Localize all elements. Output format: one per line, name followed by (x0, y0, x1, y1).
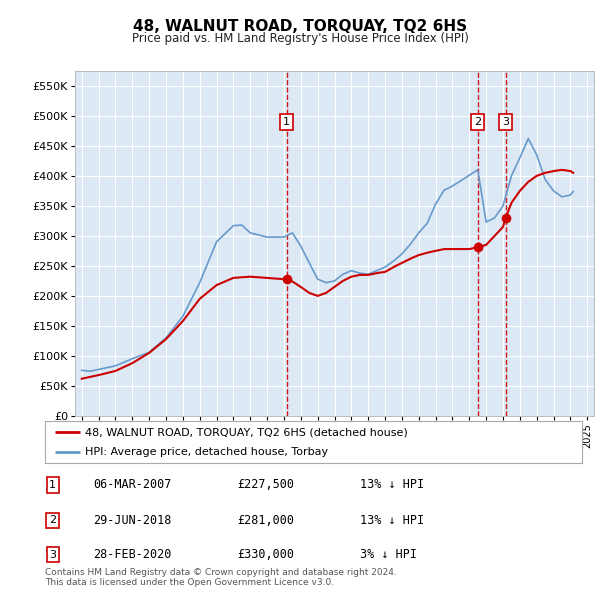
Text: 28-FEB-2020: 28-FEB-2020 (93, 548, 172, 561)
Text: £227,500: £227,500 (237, 478, 294, 491)
Text: 06-MAR-2007: 06-MAR-2007 (93, 478, 172, 491)
Text: 3% ↓ HPI: 3% ↓ HPI (360, 548, 417, 561)
Text: 2: 2 (474, 117, 481, 127)
Text: 1: 1 (283, 117, 290, 127)
Text: £281,000: £281,000 (237, 514, 294, 527)
Text: HPI: Average price, detached house, Torbay: HPI: Average price, detached house, Torb… (85, 447, 328, 457)
Text: 3: 3 (502, 117, 509, 127)
Text: 2: 2 (49, 516, 56, 525)
Text: 13% ↓ HPI: 13% ↓ HPI (360, 514, 424, 527)
Text: £330,000: £330,000 (237, 548, 294, 561)
Text: Price paid vs. HM Land Registry's House Price Index (HPI): Price paid vs. HM Land Registry's House … (131, 32, 469, 45)
Text: Contains HM Land Registry data © Crown copyright and database right 2024.
This d: Contains HM Land Registry data © Crown c… (45, 568, 397, 587)
Text: 48, WALNUT ROAD, TORQUAY, TQ2 6HS: 48, WALNUT ROAD, TORQUAY, TQ2 6HS (133, 19, 467, 34)
Text: 3: 3 (49, 550, 56, 559)
Text: 1: 1 (49, 480, 56, 490)
Text: 13% ↓ HPI: 13% ↓ HPI (360, 478, 424, 491)
Text: 29-JUN-2018: 29-JUN-2018 (93, 514, 172, 527)
Text: 48, WALNUT ROAD, TORQUAY, TQ2 6HS (detached house): 48, WALNUT ROAD, TORQUAY, TQ2 6HS (detac… (85, 427, 408, 437)
